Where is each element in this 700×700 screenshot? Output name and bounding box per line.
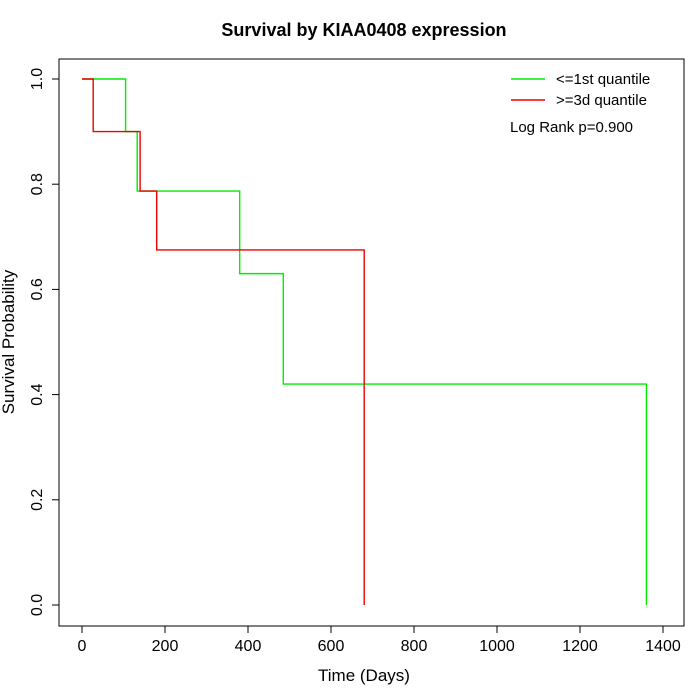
- x-tick-label: 200: [152, 638, 179, 655]
- x-tick-label: 400: [235, 638, 262, 655]
- log-rank-annotation: Log Rank p=0.900: [510, 119, 633, 136]
- x-tick-label: 0: [78, 638, 87, 655]
- legend-label-2: >=3d quantile: [556, 92, 647, 109]
- y-tick-label: 0.2: [29, 489, 46, 511]
- x-axis-label: Time (Days): [318, 666, 410, 685]
- x-axis: 0 200 400 600 800 1000 1200 1400: [78, 625, 681, 655]
- series-line-1: [82, 78, 648, 605]
- y-tick-label: 0.4: [29, 383, 46, 405]
- y-tick-label: 0.0: [29, 594, 46, 616]
- y-axis-label: Survival Probability: [0, 269, 18, 414]
- x-tick-label: 600: [318, 638, 345, 655]
- x-tick-label: 1000: [479, 638, 515, 655]
- chart-title: Survival by KIAA0408 expression: [221, 20, 506, 40]
- x-tick-label: 1400: [645, 638, 681, 655]
- x-tick-label: 800: [401, 638, 428, 655]
- y-axis: 0.0 0.2 0.4 0.6 0.8 1.0: [29, 68, 60, 616]
- y-tick-label: 1.0: [29, 68, 46, 90]
- series-layer: [82, 78, 648, 605]
- plot-frame: [58, 58, 685, 627]
- y-tick-label: 0.8: [29, 173, 46, 195]
- x-tick-label: 1200: [562, 638, 598, 655]
- legend-label-1: <=1st quantile: [556, 71, 650, 88]
- legend: <=1st quantile >=3d quantile: [511, 71, 650, 109]
- series-line-2: [82, 78, 365, 605]
- y-tick-label: 0.6: [29, 278, 46, 300]
